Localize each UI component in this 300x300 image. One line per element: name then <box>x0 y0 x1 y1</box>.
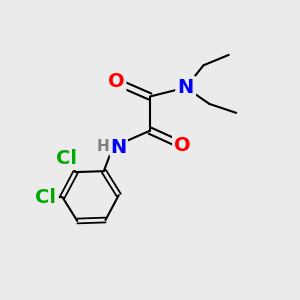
Text: Cl: Cl <box>56 149 77 168</box>
Text: H: H <box>97 139 110 154</box>
Text: O: O <box>174 136 191 155</box>
Text: N: N <box>111 137 127 157</box>
Text: N: N <box>178 78 194 97</box>
Text: Cl: Cl <box>35 188 56 207</box>
Text: O: O <box>107 72 124 91</box>
